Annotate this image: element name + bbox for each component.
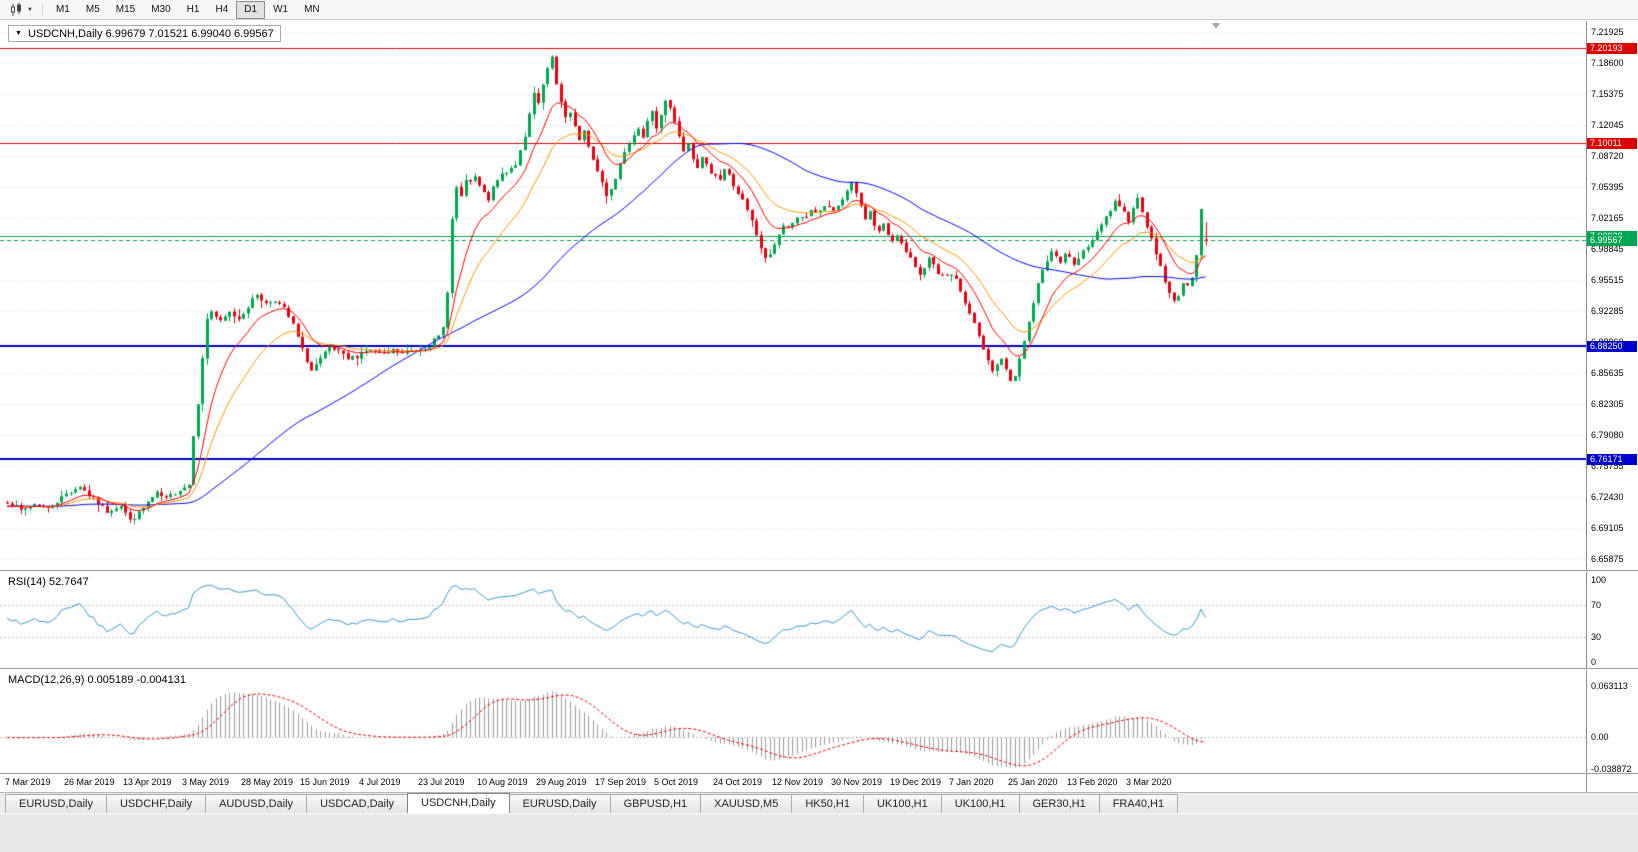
pane-separator-rsi[interactable]: [0, 570, 1638, 572]
time-axis-tick: 23 Jul 2019: [418, 777, 465, 787]
price-level-tag: 6.99567: [1587, 235, 1637, 246]
macd-axis-tick: 0.063113: [1591, 681, 1628, 691]
candlestick-chart-icon: [11, 2, 21, 16]
time-axis-tick: 24 Oct 2019: [713, 777, 763, 787]
time-axis-tick: 5 Oct 2019: [654, 777, 699, 787]
price-axis-tick: 6.98845: [1591, 244, 1624, 254]
timeframe-button-m1[interactable]: M1: [55, 3, 70, 15]
timeframe-button-m5[interactable]: M5: [85, 3, 100, 15]
timeframe-button-h1[interactable]: H1: [186, 3, 200, 15]
chart-tab-ger30-h1[interactable]: GER30,H1: [1018, 794, 1100, 813]
price-axis[interactable]: [1586, 21, 1638, 792]
time-axis-tick: 28 May 2019: [241, 777, 294, 787]
time-axis-tick: 13 Feb 2020: [1067, 777, 1118, 787]
chart-shift-marker-icon[interactable]: [1212, 23, 1220, 29]
time-axis-tick: 29 Aug 2019: [536, 777, 587, 787]
rsi-axis-tick: 70: [1591, 600, 1602, 610]
timeframe-button-w1[interactable]: W1: [273, 3, 289, 15]
chart-tab-uk100-h1[interactable]: UK100,H1: [862, 794, 942, 813]
price-axis-tick: 6.65875: [1591, 554, 1624, 564]
price-axis-tick: 7.02165: [1591, 213, 1624, 223]
chart-tab-xauusd-m5[interactable]: XAUUSD,M5: [700, 794, 793, 813]
price-axis-tick: 7.12045: [1591, 120, 1624, 130]
chart-tab-usdchf-daily[interactable]: USDCHF,Daily: [105, 794, 207, 813]
price-level-tag: 7.10011: [1587, 138, 1637, 149]
price-axis-tick: 7.08720: [1591, 151, 1624, 161]
time-axis-separator: [0, 773, 1638, 774]
time-axis-tick: 12 Nov 2019: [772, 777, 824, 787]
price-axis-tick: 7.15375: [1591, 89, 1624, 99]
chart-tab-gbpusd-h1[interactable]: GBPUSD,H1: [609, 794, 702, 813]
timeframe-buttons: M1 M5 M15 M30 H1 H4 D1 W1 MN: [48, 0, 328, 19]
time-axis-tick: 3 May 2019: [182, 777, 230, 787]
chart-tab-fra40-h1[interactable]: FRA40,H1: [1098, 794, 1179, 813]
chart-tab-hk50-h1[interactable]: HK50,H1: [791, 794, 864, 813]
chart-tab-eurusd-daily[interactable]: EURUSD,Daily: [5, 794, 107, 813]
time-axis-tick: 15 Jun 2019: [300, 777, 350, 787]
chart-tab-usdcnh-daily[interactable]: USDCNH,Daily: [407, 793, 510, 813]
macd-indicator-canvas[interactable]: [0, 670, 1586, 773]
rsi-axis-tick: 30: [1591, 632, 1602, 642]
ohlc-text: USDCNH,Daily 6.99679 7.01521 6.99040 6.9…: [27, 27, 274, 40]
timeframe-button-m30[interactable]: M30: [151, 3, 171, 15]
time-axis-tick: 26 Mar 2019: [64, 777, 115, 787]
timeframe-button-mn[interactable]: MN: [304, 3, 320, 15]
timeframe-button-m15[interactable]: M15: [115, 3, 136, 15]
price-axis-tick: 6.79080: [1591, 430, 1624, 440]
price-axis-tick: 7.05395: [1591, 182, 1624, 192]
macd-axis-tick: 0.00: [1591, 732, 1609, 742]
price-chart-canvas[interactable]: [0, 21, 1586, 570]
time-axis-tick: 25 Jan 2020: [1008, 777, 1058, 787]
status-area: [0, 813, 1638, 852]
macd-axis-tick: -0.038872: [1591, 764, 1632, 774]
time-axis-tick: 7 Mar 2019: [5, 777, 51, 787]
time-axis-tick: 7 Jan 2020: [949, 777, 994, 787]
collapse-icon[interactable]: ▼: [15, 30, 22, 37]
toolbar-separator: [41, 3, 43, 16]
price-level-tag: 6.88250: [1587, 341, 1637, 352]
rsi-label: RSI(14) 52.7647: [8, 576, 89, 588]
chart-tab-usdcad-daily[interactable]: USDCAD,Daily: [306, 794, 409, 813]
chart-type-button[interactable]: ▼: [5, 2, 37, 18]
chart-tab-audusd-daily[interactable]: AUDUSD,Daily: [205, 794, 308, 813]
macd-label: MACD(12,26,9) 0.005189 -0.004131: [8, 674, 186, 686]
timeframe-button-h4[interactable]: H4: [215, 3, 229, 15]
time-axis-tick: 19 Dec 2019: [890, 777, 942, 787]
price-axis-tick: 6.75755: [1591, 461, 1624, 471]
chart-tab-uk100-h1[interactable]: UK100,H1: [940, 794, 1020, 813]
price-level-tag: 6.76171: [1587, 454, 1637, 465]
rsi-axis-tick: 0: [1591, 657, 1597, 667]
toolbar: ▼ M1 M5 M15 M30 H1 H4 D1 W1 MN: [0, 0, 1638, 20]
timeframe-button-d1[interactable]: D1: [236, 0, 266, 19]
price-axis-tick: 6.85635: [1591, 368, 1624, 378]
time-axis-tick: 13 Apr 2019: [123, 777, 172, 787]
price-axis-tick: 7.18600: [1591, 58, 1624, 68]
rsi-indicator-canvas[interactable]: [0, 572, 1586, 668]
time-axis-tick: 10 Aug 2019: [477, 777, 528, 787]
time-axis-tick: 4 Jul 2019: [359, 777, 401, 787]
price-axis-tick: 7.21925: [1591, 27, 1624, 37]
time-axis-tick: 3 Mar 2020: [1126, 777, 1172, 787]
time-axis-tick: 30 Nov 2019: [831, 777, 883, 787]
price-level-tag: 7.20193: [1587, 43, 1637, 54]
price-axis-tick: 6.69105: [1591, 523, 1624, 533]
price-axis-tick: 6.95515: [1591, 275, 1624, 285]
pane-separator-macd[interactable]: [0, 668, 1638, 670]
time-axis-tick: 17 Sep 2019: [595, 777, 647, 787]
chevron-down-icon: ▼: [27, 6, 33, 13]
chart-ohlc-info[interactable]: ▼ USDCNH,Daily 6.99679 7.01521 6.99040 6…: [8, 25, 281, 42]
chart-tabs: EURUSD,Daily USDCHF,Daily AUDUSD,Daily USDC…: [0, 792, 1638, 813]
price-axis-tick: 6.82305: [1591, 399, 1624, 409]
rsi-axis-tick: 100: [1591, 575, 1607, 585]
chart-tab-eurusd-daily[interactable]: EURUSD,Daily: [508, 794, 611, 813]
price-axis-tick: 6.72430: [1591, 492, 1624, 502]
price-axis-tick: 6.92285: [1591, 306, 1624, 316]
